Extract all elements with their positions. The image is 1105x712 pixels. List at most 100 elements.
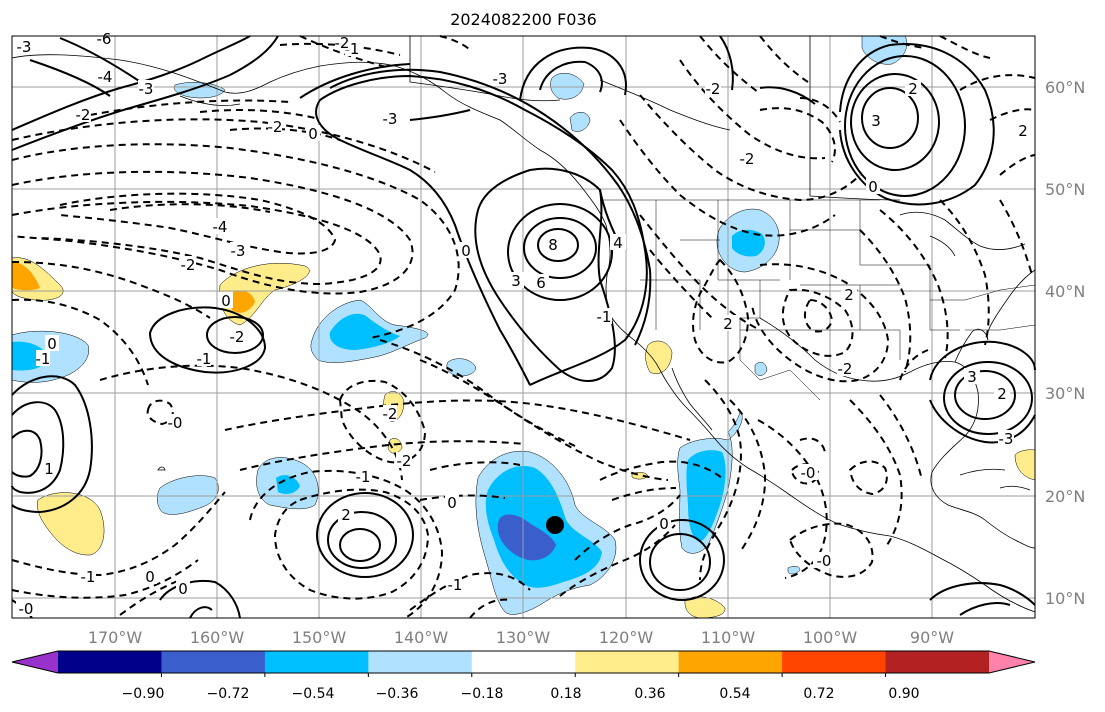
- shade-skyblue-6: [732, 229, 765, 257]
- contour-label: 0: [143, 568, 157, 586]
- svg-text:-1: -1: [81, 568, 96, 586]
- lon-label: 150°W: [292, 628, 347, 647]
- colorbar-segment: [368, 651, 473, 673]
- contour-label: 2: [1015, 122, 1031, 140]
- longitude-labels: 170°W 160°W 150°W 140°W 130°W 120°W 110°…: [88, 628, 954, 647]
- contour-label: 2: [841, 286, 857, 304]
- colorbar-segment: [58, 651, 162, 673]
- lon-label: 110°W: [701, 628, 756, 647]
- svg-text:2: 2: [908, 80, 918, 98]
- colorbar-tick-label: −0.90: [122, 686, 165, 702]
- svg-text:-1: -1: [197, 350, 212, 368]
- map-title: 2024082200 F036: [450, 10, 597, 29]
- contour-label: -1: [36, 350, 51, 368]
- contour-label: -2: [180, 256, 196, 274]
- map-plot-area: -3 -6 -4 -3 -2 -2 -1 -2 0 -3 -3 -2 -4 -3…: [11, 30, 1036, 619]
- lat-label: 20°N: [1045, 487, 1085, 506]
- contour-label: -2: [335, 34, 350, 52]
- contour-label: 6: [533, 274, 549, 292]
- lat-label: 40°N: [1045, 282, 1085, 301]
- colorbar-tick-label: −0.72: [207, 686, 250, 702]
- svg-text:-2: -2: [740, 150, 755, 168]
- colorbar-segment: [678, 651, 783, 673]
- storm-center-marker: [546, 516, 564, 534]
- contour-label: 0: [219, 292, 233, 310]
- contour-labels: -3 -6 -4 -3 -2 -2 -1 -2 0 -3 -3 -2 -4 -3…: [16, 30, 1031, 618]
- contour-label: -1: [80, 568, 96, 586]
- contour-label: -0: [813, 552, 835, 570]
- contour-label: -1: [197, 350, 212, 368]
- shade-lightblue-5: [157, 475, 219, 515]
- svg-text:-2: -2: [335, 34, 350, 52]
- svg-text:-0: -0: [19, 600, 34, 618]
- contour-label: 0: [306, 125, 320, 143]
- contour-label: -3: [230, 242, 246, 260]
- svg-text:-2: -2: [76, 106, 91, 124]
- contour-label: -1: [596, 308, 612, 326]
- colorbar-tick-label: −0.18: [461, 686, 504, 702]
- contour-label: 1: [42, 460, 56, 478]
- colorbar-tick-labels: −0.90 −0.72 −0.54 −0.36 −0.18 0.18 0.36 …: [122, 686, 920, 702]
- svg-text:-1: -1: [36, 350, 51, 368]
- contour-label: 2: [905, 80, 921, 98]
- contour-label: -6: [96, 30, 112, 48]
- negative-contours: [11, 35, 1036, 619]
- contour-label: -2: [75, 106, 91, 124]
- contour-label: -0: [798, 464, 818, 482]
- contour-label: -4: [212, 218, 228, 236]
- contour-label: 8: [546, 236, 562, 254]
- colorbar-tick-label: 0.36: [634, 686, 665, 702]
- svg-text:4: 4: [613, 234, 623, 252]
- colorbar-segment: [471, 651, 576, 673]
- lon-label: 120°W: [599, 628, 654, 647]
- contour-label: -4: [97, 68, 113, 86]
- svg-text:0: 0: [659, 515, 669, 533]
- shade-orange-1: [12, 262, 40, 291]
- svg-text:0: 0: [308, 125, 318, 143]
- svg-text:-1: -1: [448, 576, 463, 594]
- shade-yellow-5: [387, 438, 403, 454]
- shade-orange-2: [230, 290, 255, 313]
- lon-label: 170°W: [88, 628, 143, 647]
- contour-label: -3: [16, 38, 32, 56]
- svg-text:-2: -2: [383, 405, 398, 423]
- contour-label: 3: [508, 272, 524, 290]
- contour-label: 0: [657, 515, 671, 533]
- colorbar-under-triangle: [12, 651, 58, 673]
- lat-label: 10°N: [1045, 589, 1085, 608]
- contour-label: -2: [396, 452, 412, 470]
- colorbar-segment: [782, 651, 887, 673]
- contour-label: 0: [45, 335, 59, 353]
- contour-label: -2: [837, 360, 853, 378]
- contour-label: -3: [382, 110, 398, 128]
- colorbar-over-triangle: [989, 651, 1035, 673]
- contour-label: 2: [720, 315, 736, 333]
- colorbar-tick-label: 0.72: [803, 686, 834, 702]
- colorbar-segment: [161, 651, 266, 673]
- colorbar: [11, 650, 1036, 677]
- lon-label: 140°W: [394, 628, 449, 647]
- svg-text:2: 2: [1018, 122, 1028, 140]
- lat-label: 50°N: [1045, 180, 1085, 199]
- colorbar-tick-label: 0.18: [550, 686, 581, 702]
- svg-text:0: 0: [461, 242, 471, 260]
- contour-label: -2: [230, 328, 244, 346]
- svg-text:-4: -4: [98, 68, 113, 86]
- lat-label: 30°N: [1045, 384, 1085, 403]
- svg-text:-2: -2: [181, 256, 196, 274]
- contour-label: -1: [356, 468, 370, 486]
- shade-lightblue-9: [550, 72, 585, 100]
- svg-text:-0: -0: [817, 552, 832, 570]
- svg-text:0: 0: [178, 580, 188, 598]
- contour-label: -2: [739, 150, 755, 168]
- contour-label: -3: [998, 430, 1014, 448]
- lon-label: 160°W: [190, 628, 245, 647]
- svg-text:-2: -2: [838, 360, 853, 378]
- svg-text:-3: -3: [493, 70, 508, 88]
- contour-label: -0: [167, 414, 183, 432]
- contour-label: 0: [866, 178, 880, 196]
- colorbar-tick-label: −0.54: [292, 686, 335, 702]
- contour-label: 3: [868, 112, 884, 130]
- svg-text:2: 2: [341, 506, 351, 524]
